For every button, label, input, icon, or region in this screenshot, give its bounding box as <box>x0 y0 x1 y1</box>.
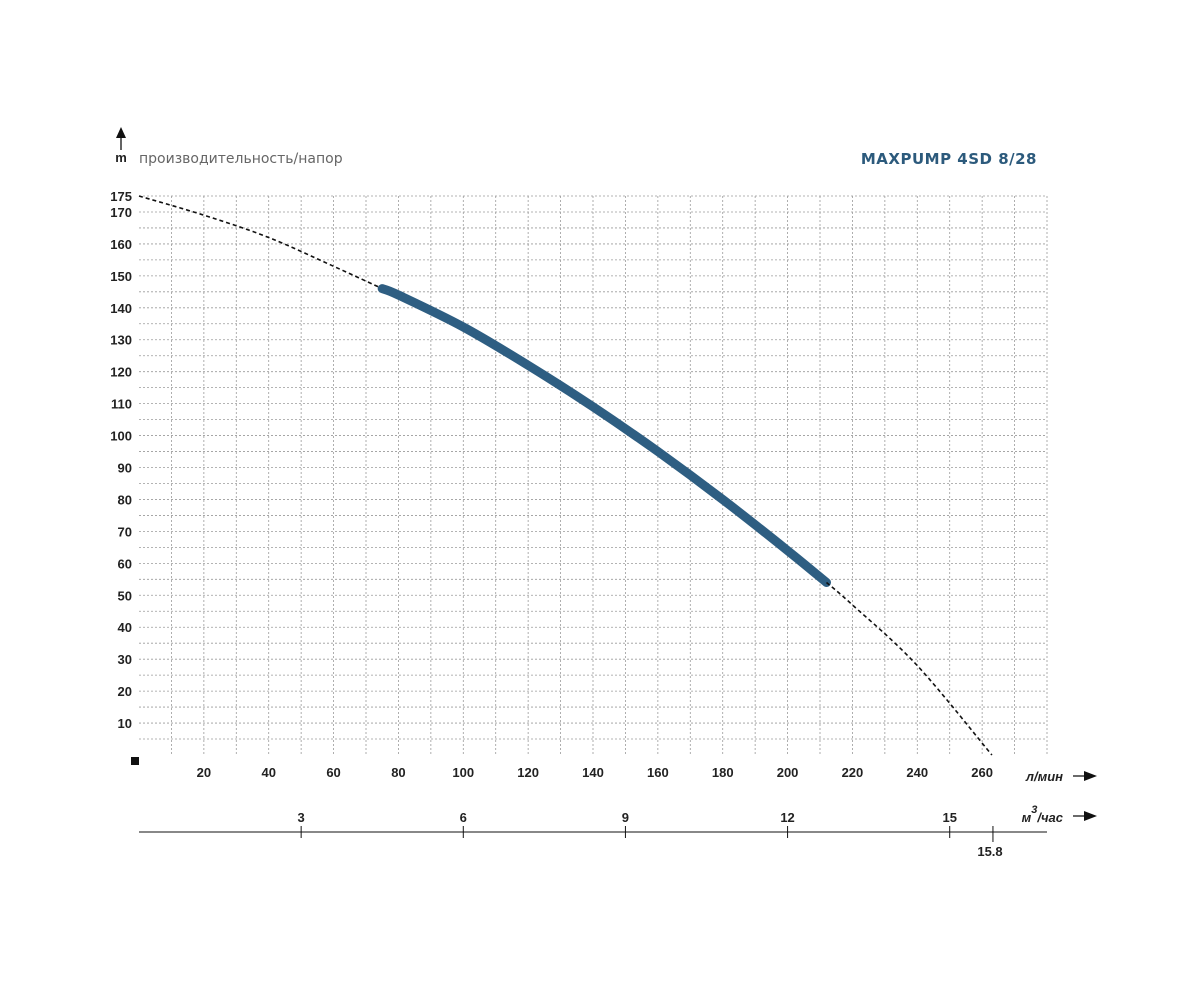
curve-extrapolated-2 <box>825 581 993 756</box>
axes <box>116 127 1097 842</box>
curves <box>138 195 993 756</box>
x2-tick-label: 9 <box>622 810 629 825</box>
x-tick-label: 220 <box>842 765 864 780</box>
x-tick-label: 240 <box>906 765 928 780</box>
y-tick-label: 170 <box>110 205 132 220</box>
origin-marker <box>131 757 139 765</box>
curve-extrapolated-0 <box>138 195 383 290</box>
y-axis-label: m <box>115 150 127 165</box>
x-tick-label: 80 <box>391 765 405 780</box>
y-tick-label: 100 <box>110 429 132 444</box>
y-tick-label: 130 <box>110 333 132 348</box>
x-tick-label: 140 <box>582 765 604 780</box>
y-tick-label: 20 <box>118 684 132 699</box>
x2-max-label: 15.8 <box>977 844 1002 859</box>
y-axis-arrowhead <box>116 127 126 138</box>
grid <box>139 195 1048 755</box>
x2-tick-label: 12 <box>780 810 794 825</box>
y-tick-label: 175 <box>110 189 132 204</box>
x-axis-label: л/мин <box>1025 769 1063 784</box>
x-tick-label: 200 <box>777 765 799 780</box>
x-axis-arrowhead <box>1084 771 1097 781</box>
x-tick-label: 180 <box>712 765 734 780</box>
y-tick-label: 80 <box>118 492 132 507</box>
x-tick-label: 100 <box>452 765 474 780</box>
x-tick-label: 120 <box>517 765 539 780</box>
x2-axis-arrowhead <box>1084 811 1097 821</box>
x-tick-label: 160 <box>647 765 669 780</box>
x2-tick-label: 6 <box>460 810 467 825</box>
x-tick-label: 40 <box>261 765 275 780</box>
y-tick-label: 70 <box>118 524 132 539</box>
x2-tick-labels: 3 6 9 12 15 <box>298 810 957 825</box>
y-tick-labels: 10 20 30 40 50 60 70 80 90 100 110 120 130 140 150 160 1… <box>110 189 132 731</box>
curve-operating-range <box>377 284 831 587</box>
y-tick-label: 10 <box>118 716 132 731</box>
y-tick-label: 90 <box>118 461 132 476</box>
x-tick-label: 60 <box>326 765 340 780</box>
y-tick-label: 40 <box>118 620 132 635</box>
y-tick-label: 160 <box>110 237 132 252</box>
y-tick-label: 30 <box>118 652 132 667</box>
x2-tick-label: 3 <box>298 810 305 825</box>
chart-title: MAXPUMP 4SD 8/28 <box>861 150 1037 168</box>
x2-tick-label: 15 <box>942 810 956 825</box>
y-tick-label: 50 <box>118 588 132 603</box>
y-tick-label: 150 <box>110 269 132 284</box>
x-tick-label: 20 <box>197 765 211 780</box>
y-tick-label: 110 <box>111 397 132 412</box>
y-tick-label: 60 <box>118 556 132 571</box>
y-tick-label: 120 <box>110 365 132 380</box>
x-tick-label: 260 <box>971 765 993 780</box>
x2-axis-label: м3/час <box>1022 804 1064 825</box>
y-tick-label: 140 <box>110 301 132 316</box>
chart-subtitle: производительность/напор <box>139 151 343 167</box>
x-tick-labels: 20 40 60 80 100 120 140 160 180 200 220 240 260 <box>197 765 993 780</box>
